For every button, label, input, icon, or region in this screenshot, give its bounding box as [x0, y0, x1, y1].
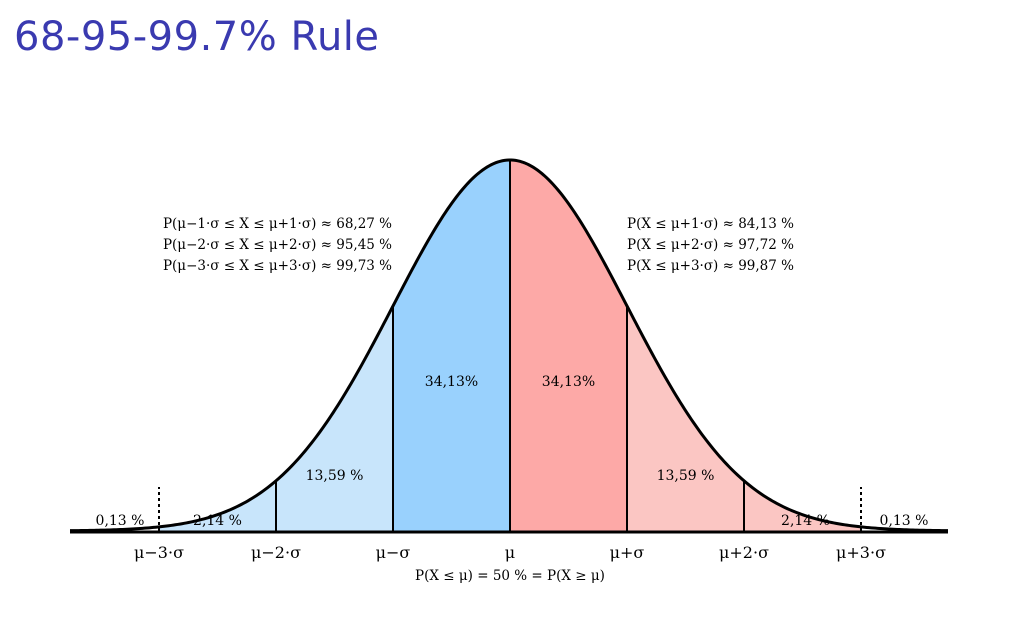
left-annotation: P(μ−3·σ ≤ X ≤ μ+3·σ) ≈ 99,73 %: [163, 258, 392, 274]
left-annotation: P(μ−2·σ ≤ X ≤ μ+2·σ) ≈ 95,45 %: [163, 237, 392, 253]
region-label: 13,59 %: [306, 468, 364, 484]
x-tick-label: μ−2·σ: [251, 543, 301, 562]
right-annotation: P(X ≤ μ+2·σ) ≈ 97,72 %: [627, 237, 794, 253]
region-0: [159, 480, 276, 531]
x-tick-label: μ: [505, 543, 515, 562]
left-annotation: P(μ−1·σ ≤ X ≤ μ+1·σ) ≈ 68,27 %: [163, 216, 392, 232]
region-label: 34,13%: [425, 374, 478, 390]
region-label: 13,59 %: [657, 468, 715, 484]
bell-curve: [69, 158, 949, 533]
chart-labels: μ−3·σ μ−2·σ μ−σ μ μ+σ μ+2·σ μ+3·σ 2,14 % 13,59 %…: [96, 216, 929, 584]
region-5: [744, 480, 861, 531]
region-label: 2,14 %: [781, 513, 830, 529]
tail-label-right: 0,13 %: [880, 513, 929, 529]
region-label: 2,14 %: [193, 513, 242, 529]
bottom-caption: P(X ≤ μ) = 50 % = P(X ≥ μ): [415, 568, 605, 584]
chart-dividers: [158, 160, 862, 531]
slide-title: 68-95-99.7% Rule: [14, 14, 380, 60]
region-2: [393, 160, 510, 531]
x-tick-label: μ−3·σ: [134, 543, 184, 562]
tail-label-left: 0,13 %: [96, 513, 145, 529]
region-3: [510, 160, 627, 531]
x-tick-label: μ+3·σ: [836, 543, 886, 562]
x-tick-label: μ−σ: [376, 543, 411, 562]
right-annotation: P(X ≤ μ+3·σ) ≈ 99,87 %: [627, 258, 794, 274]
x-tick-label: μ+2·σ: [719, 543, 769, 562]
x-tick-label: μ+σ: [610, 543, 645, 562]
region-label: 34,13%: [542, 374, 595, 390]
right-annotation: P(X ≤ μ+1·σ) ≈ 84,13 %: [627, 216, 794, 232]
